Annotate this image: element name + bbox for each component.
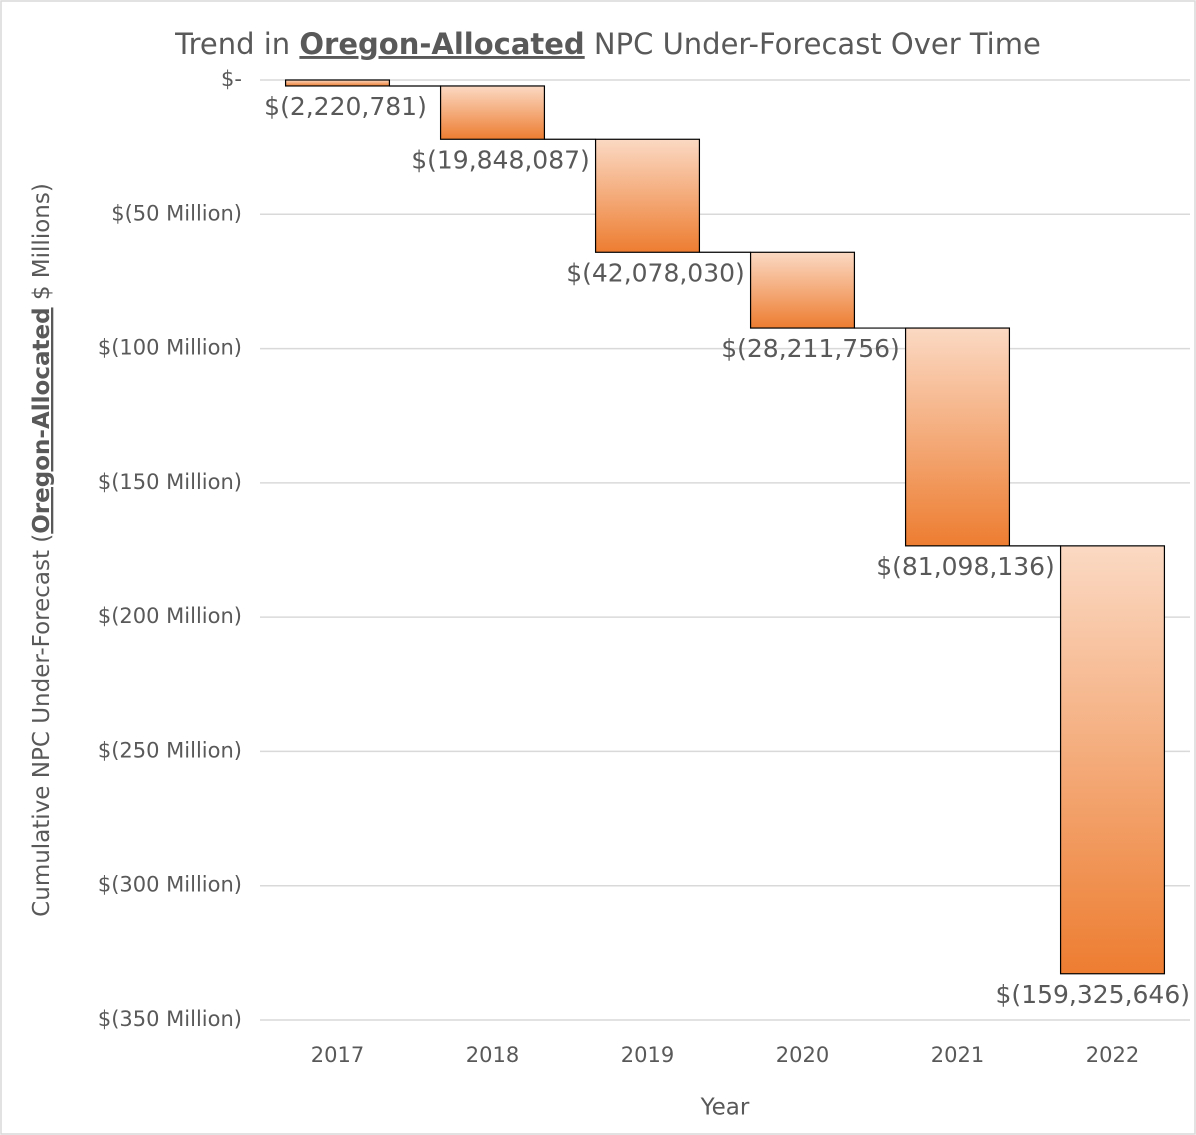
bar bbox=[1059, 545, 1166, 975]
value-label: $(19,848,087) bbox=[411, 145, 590, 174]
chart-title: Trend in Oregon-Allocated NPC Under-Fore… bbox=[174, 27, 1041, 61]
y-tick-label: $(300 Million) bbox=[98, 873, 242, 897]
title-emphasis: Oregon-Allocated bbox=[299, 27, 584, 61]
y-tick-label: $(150 Million) bbox=[98, 470, 242, 494]
value-label: $(42,078,030) bbox=[566, 258, 745, 287]
bar bbox=[439, 85, 546, 140]
x-axis-label: Year bbox=[700, 1095, 750, 1121]
title-part: Trend in bbox=[174, 27, 299, 61]
y-label-emphasis: Oregon-Allocated bbox=[29, 307, 55, 533]
title-part: NPC Under-Forecast Over Time bbox=[585, 27, 1041, 61]
x-tick-label: 2019 bbox=[621, 1043, 674, 1067]
x-tick-label: 2017 bbox=[311, 1043, 364, 1067]
bar bbox=[594, 138, 701, 253]
y-tick-label: $(250 Million) bbox=[98, 738, 242, 762]
bar bbox=[904, 327, 1011, 547]
x-tick-label: 2018 bbox=[466, 1043, 519, 1067]
y-tick-label: $(100 Million) bbox=[98, 336, 242, 360]
y-tick-label: $(350 Million) bbox=[98, 1007, 242, 1031]
value-label: $(159,325,646) bbox=[996, 980, 1190, 1009]
y-tick-label: $(50 Million) bbox=[111, 201, 242, 225]
bar bbox=[749, 251, 856, 329]
value-label: $(28,211,756) bbox=[721, 334, 900, 363]
x-tick-label: 2021 bbox=[931, 1043, 984, 1067]
x-tick-label: 2020 bbox=[776, 1043, 829, 1067]
bar bbox=[284, 79, 391, 87]
y-tick-label: $- bbox=[221, 67, 242, 91]
value-label: $(2,220,781) bbox=[264, 92, 427, 121]
value-label: $(81,098,136) bbox=[876, 552, 1055, 581]
y-axis-label: Cumulative NPC Under-Forecast (Oregon-Al… bbox=[29, 183, 55, 917]
y-label-part: $ Millions) bbox=[29, 183, 55, 307]
x-tick-label: 2022 bbox=[1086, 1043, 1139, 1067]
y-tick-label: $(200 Million) bbox=[98, 604, 242, 628]
y-label-part: Cumulative NPC Under-Forecast ( bbox=[29, 534, 55, 917]
